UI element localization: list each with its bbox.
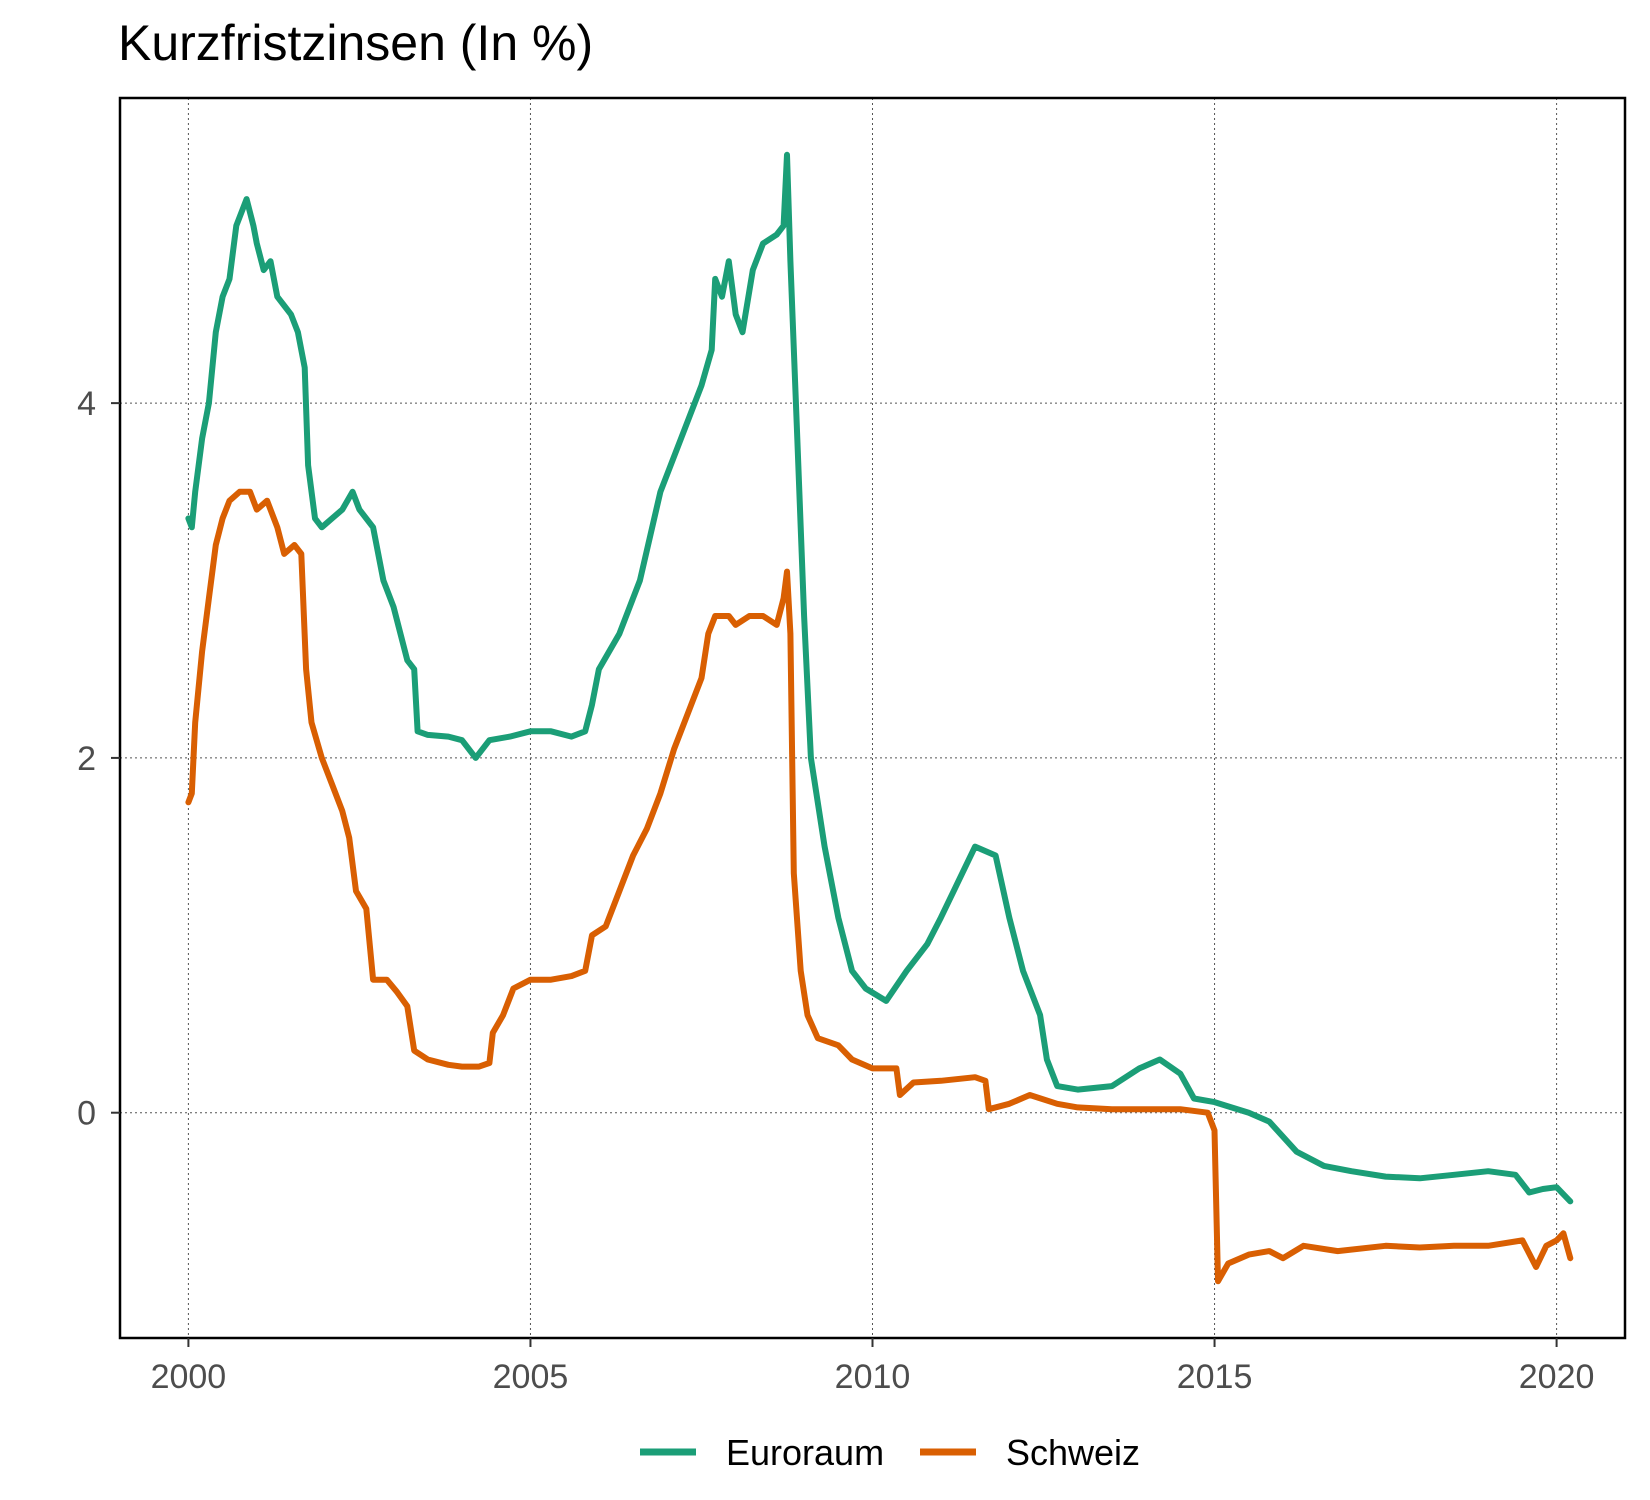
y-tick-label: 0 bbox=[77, 1095, 96, 1133]
chart-title: Kurzfristzinsen (In %) bbox=[118, 15, 594, 71]
legend: Euroraum Schweiz bbox=[640, 1432, 1140, 1473]
x-tick-label: 2000 bbox=[151, 1358, 227, 1396]
legend-label-euroraum: Euroraum bbox=[726, 1432, 884, 1473]
y-tick-label: 4 bbox=[77, 385, 96, 423]
y-tick-label: 2 bbox=[77, 740, 96, 778]
grid bbox=[120, 98, 1625, 1338]
series-line-euroraum bbox=[185, 151, 1574, 1205]
x-tick-label: 2010 bbox=[835, 1358, 911, 1396]
x-tick-label: 2015 bbox=[1177, 1358, 1253, 1396]
axis-ticks: 2000 2005 2010 2015 2020 0 2 4 bbox=[77, 385, 1594, 1396]
series-line-schweiz bbox=[185, 488, 1574, 1285]
x-tick-label: 2020 bbox=[1519, 1358, 1595, 1396]
legend-label-schweiz: Schweiz bbox=[1006, 1432, 1140, 1473]
series-lines bbox=[185, 151, 1574, 1285]
x-tick-label: 2005 bbox=[493, 1358, 569, 1396]
